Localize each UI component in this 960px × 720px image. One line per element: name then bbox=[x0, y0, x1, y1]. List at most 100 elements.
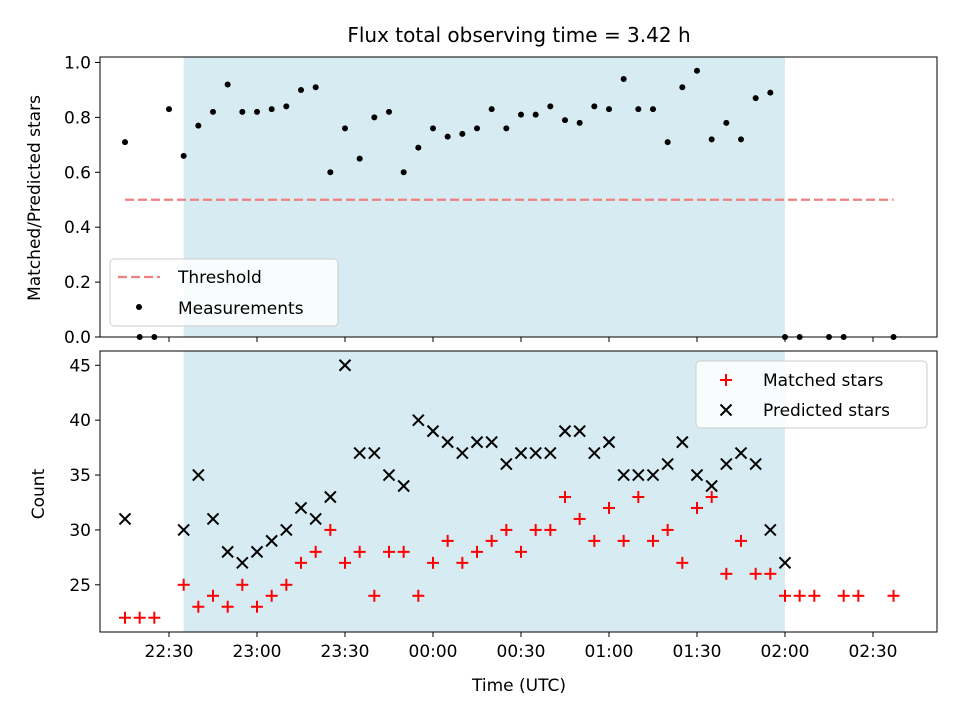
matched-star-point bbox=[691, 501, 703, 514]
matched-star-point bbox=[236, 578, 249, 591]
measurement-point bbox=[694, 67, 700, 74]
measurement-point bbox=[708, 136, 715, 143]
predicted-star-b bbox=[338, 359, 352, 372]
matched-star-point bbox=[485, 534, 498, 547]
x-tick-label: 00:30 bbox=[497, 642, 546, 662]
y-tick-label: 0.0 bbox=[64, 328, 91, 348]
matched-star-point bbox=[397, 545, 410, 558]
predicted-star-point bbox=[412, 413, 425, 427]
measurement-point bbox=[356, 155, 363, 162]
predicted-star-point bbox=[280, 523, 293, 537]
predicted-star-point bbox=[294, 501, 308, 515]
predicted-star-b bbox=[764, 523, 777, 537]
matched-star-point bbox=[779, 589, 791, 602]
legend-measurements-label: Measurements bbox=[178, 299, 304, 319]
predicted-star-b bbox=[661, 457, 674, 471]
measurement-point bbox=[386, 108, 392, 115]
predicted-star-point bbox=[118, 512, 132, 526]
predicted-star-b bbox=[280, 523, 293, 537]
measurement-point bbox=[180, 152, 187, 159]
predicted-star-point bbox=[705, 479, 718, 493]
x-tick-label: 02:00 bbox=[761, 642, 810, 662]
predicted-star-b bbox=[558, 424, 572, 438]
measurement-point bbox=[606, 106, 612, 113]
matched-star-point bbox=[441, 534, 454, 547]
matched-star-point bbox=[456, 556, 469, 569]
predicted-star-point bbox=[206, 512, 220, 526]
predicted-star-b bbox=[632, 468, 645, 482]
measurement-point bbox=[444, 133, 451, 140]
predicted-star-b bbox=[602, 435, 616, 449]
measurement-point bbox=[430, 125, 436, 132]
matched-star-point bbox=[735, 534, 747, 547]
measurement-point bbox=[532, 111, 539, 118]
predicted-star-b bbox=[514, 446, 528, 460]
measurement-point bbox=[224, 81, 231, 88]
predicted-star-b bbox=[412, 413, 425, 427]
predicted-star-b bbox=[470, 435, 484, 449]
measurement-point bbox=[752, 95, 759, 102]
matched-star-point bbox=[661, 523, 674, 536]
matched-star-point bbox=[676, 556, 689, 569]
measurement-point bbox=[562, 117, 568, 124]
legend-predicted-label: Predicted stars bbox=[763, 401, 890, 421]
matched-star-point bbox=[339, 556, 351, 569]
predicted-star-point bbox=[734, 446, 748, 460]
matched-star-point bbox=[221, 600, 234, 613]
y-tick-label: 30 bbox=[69, 521, 91, 541]
predicted-star-point bbox=[632, 468, 645, 482]
predicted-star-b bbox=[382, 468, 396, 482]
matched-star-point bbox=[793, 589, 806, 602]
matched-star-point bbox=[471, 545, 483, 558]
predicted-star-b bbox=[368, 446, 381, 460]
predicted-star-point bbox=[192, 468, 205, 482]
matched-star-point bbox=[353, 545, 366, 558]
matched-star-point bbox=[119, 611, 131, 624]
legend-matched-label: Matched stars bbox=[763, 371, 883, 391]
predicted-star-b bbox=[441, 435, 454, 449]
measurement-point bbox=[664, 139, 671, 146]
predicted-star-b bbox=[309, 512, 322, 526]
matched-star-point bbox=[251, 600, 263, 613]
predicted-star-point bbox=[397, 479, 410, 493]
predicted-star-point bbox=[720, 457, 733, 471]
predicted-star-point bbox=[617, 468, 630, 482]
predicted-star-point bbox=[749, 457, 762, 471]
legend-top: Threshold Measurements bbox=[109, 258, 339, 327]
measurement-point bbox=[620, 75, 627, 82]
matched-star-point bbox=[177, 578, 190, 591]
predicted-star-point bbox=[529, 446, 542, 460]
measurement-point bbox=[400, 169, 407, 176]
measurement-point bbox=[210, 108, 216, 115]
measurement-point bbox=[195, 122, 202, 129]
predicted-star-point bbox=[558, 424, 572, 438]
matched-star-point bbox=[749, 567, 762, 580]
matched-star-point bbox=[324, 523, 337, 536]
matched-star-point bbox=[368, 589, 381, 602]
predicted-star-b bbox=[646, 468, 660, 482]
measurement-point bbox=[283, 103, 290, 110]
predicted-star-b bbox=[192, 468, 205, 482]
measurement-point bbox=[738, 136, 744, 143]
legend-threshold-label: Threshold bbox=[177, 268, 262, 288]
predicted-star-b bbox=[456, 446, 469, 460]
matched-star-point bbox=[720, 567, 733, 580]
predicted-star-b bbox=[749, 457, 762, 471]
legend-box bbox=[695, 360, 928, 429]
predicted-star-b bbox=[236, 556, 249, 570]
measurement-point bbox=[415, 144, 422, 151]
predicted-star-point bbox=[485, 435, 498, 449]
matched-star-point bbox=[265, 589, 278, 602]
predicted-star-point bbox=[441, 435, 454, 449]
x-tick-label: 00:00 bbox=[409, 642, 458, 662]
matched-star-point bbox=[764, 567, 777, 580]
predicted-star-point bbox=[177, 523, 190, 537]
predicted-star-b bbox=[690, 468, 704, 482]
matched-star-point bbox=[412, 589, 425, 602]
predicted-star-b bbox=[529, 446, 542, 460]
legend-box bbox=[109, 258, 339, 327]
predicted-star-b bbox=[617, 468, 630, 482]
matched-star-point bbox=[808, 589, 821, 602]
predicted-star-point bbox=[661, 457, 674, 471]
